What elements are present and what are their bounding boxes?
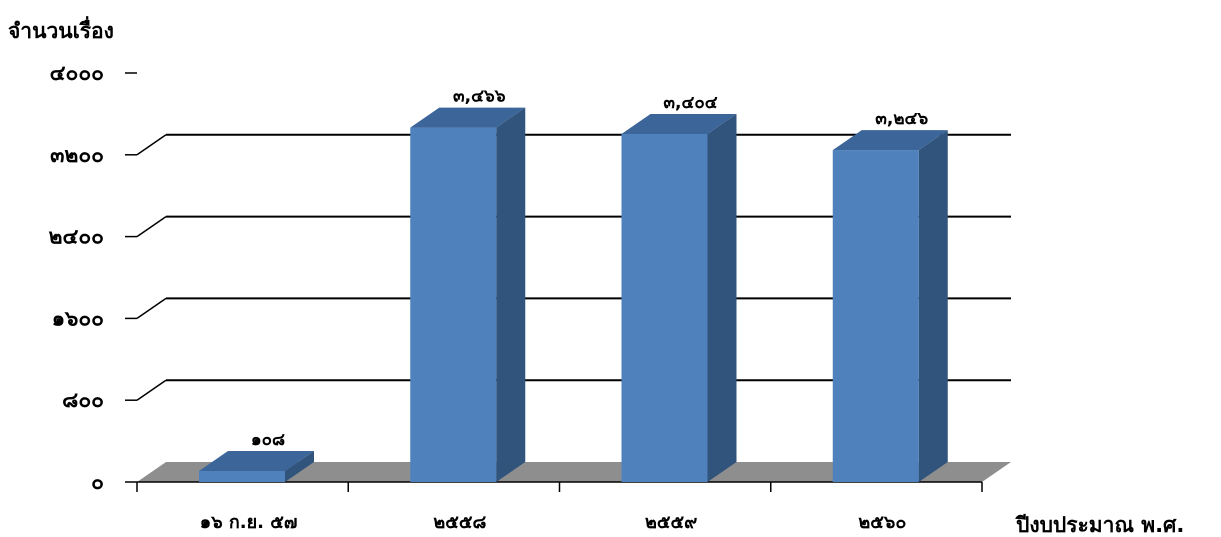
bar-top — [621, 113, 737, 134]
gridline-wall — [136, 297, 167, 320]
data-label: ๓,๔๖๖ — [453, 87, 506, 107]
bar-side — [285, 450, 314, 482]
data-label: ๓,๔๐๔ — [663, 93, 717, 113]
bar — [199, 450, 314, 482]
bar-front — [832, 150, 919, 482]
bar — [832, 130, 948, 482]
bar-top — [832, 130, 948, 151]
x-axis-title: ปีงบประมาณ พ.ศ. — [1014, 513, 1184, 537]
bars — [199, 107, 948, 483]
bar-front — [410, 127, 497, 482]
x-tick-label: ๑๖ ก.ย. ๕๗ — [200, 512, 298, 533]
gridline-wall — [136, 379, 167, 401]
data-label: ๑๐๘ — [251, 430, 285, 450]
y-tick-label: ๒๔๐๐ — [49, 225, 104, 249]
bar-top — [199, 450, 314, 471]
bar-side — [496, 107, 526, 482]
bar-top — [410, 107, 526, 128]
x-tick-label: ๒๕๕๘ — [433, 512, 486, 533]
chart-floor — [137, 462, 1011, 482]
y-axis: ๐ ๘๐๐ ๑๖๐๐ ๒๔๐๐ ๓๒๐๐ ๔๐๐๐ — [49, 61, 137, 494]
bar-front — [621, 133, 708, 483]
floor-plane — [137, 462, 1011, 482]
gridline-wall — [136, 215, 167, 238]
bar-front — [199, 470, 285, 482]
gridline-wall — [136, 134, 167, 156]
y-tick-label: ๓๒๐๐ — [50, 143, 104, 167]
y-axis-title: จำนวนเรื่อง — [8, 15, 114, 43]
y-tick-label: ๔๐๐๐ — [50, 61, 104, 85]
x-axis: ๑๖ ก.ย. ๕๗ ๒๕๕๘ ๒๕๕๙ ๒๕๖๐ — [136, 481, 983, 533]
bar — [621, 113, 737, 483]
bar-side — [707, 113, 737, 482]
bar — [410, 107, 526, 482]
data-label: ๓,๒๔๖ — [875, 109, 928, 129]
y-tick-label: ๑๖๐๐ — [52, 306, 104, 330]
y-tick-label: ๘๐๐ — [62, 388, 104, 412]
bar-side — [918, 130, 948, 482]
y-tick-label: ๐ — [91, 470, 104, 494]
x-tick-label: ๒๕๕๙ — [645, 512, 697, 533]
x-tick-label: ๒๕๖๐ — [858, 512, 906, 533]
